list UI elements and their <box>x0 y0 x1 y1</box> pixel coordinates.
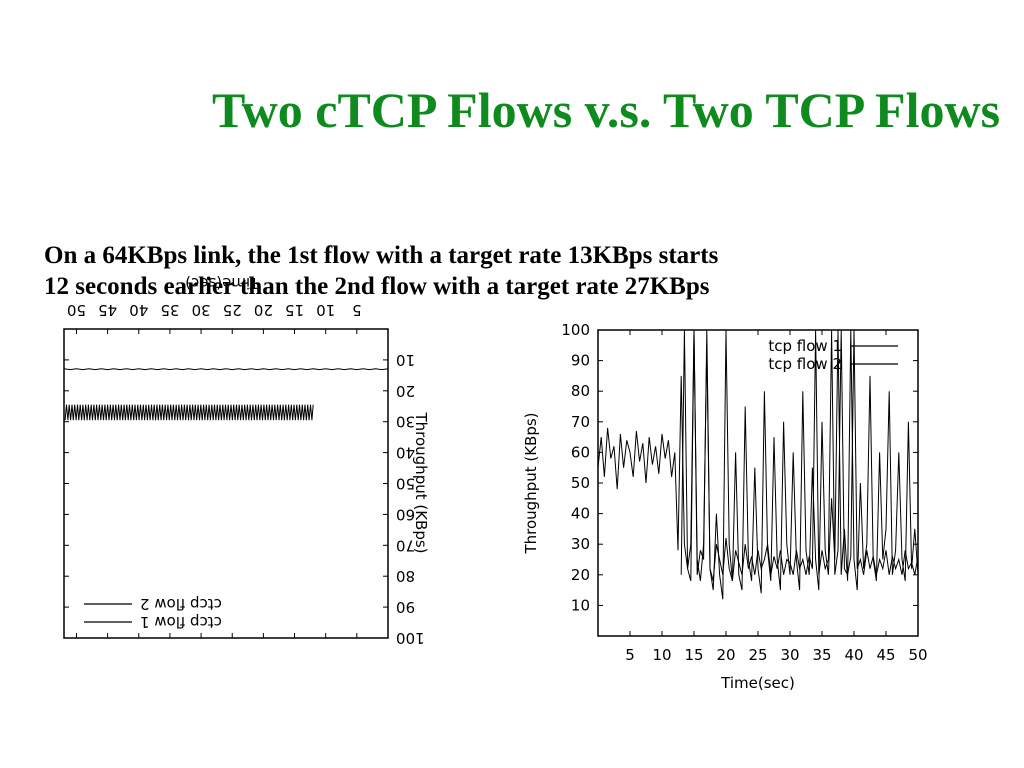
right-ytick-label: 10 <box>571 596 590 614</box>
subtitle-line-2: 12 seconds earlier than the 2nd flow wit… <box>44 273 710 300</box>
left-legend-label: ctcp flow 1 <box>140 613 222 631</box>
left-axis-ticks: 5 10 15 20 25 30 35 40 45 50 10 20 30 40 50 60 70 80 90 100 <box>64 301 425 647</box>
right-ytick-label: 50 <box>571 474 590 492</box>
slide-title: Two cTCP Flows v.s. Two TCP Flows <box>212 82 1001 138</box>
left-ytick-label: 90 <box>396 598 415 616</box>
right-xtick-label: 25 <box>748 646 767 664</box>
right-xtick-label: 10 <box>652 646 671 664</box>
right-ytick-label: 60 <box>571 443 590 461</box>
right-x-axis-label: Time(sec) <box>720 674 795 692</box>
right-xtick-label: 30 <box>780 646 799 664</box>
left-xtick-label: 50 <box>67 301 86 319</box>
left-series-group <box>63 368 389 421</box>
right-series-group <box>597 329 919 600</box>
left-series-2-line <box>64 404 314 421</box>
right-axis-ticks: 5 10 15 20 25 30 35 40 45 50 10 20 30 40 50 60 70 80 90 100 <box>561 321 927 664</box>
left-series-1-line <box>63 368 389 371</box>
right-ytick-label: 70 <box>571 413 590 431</box>
left-xtick-label: 30 <box>192 301 211 319</box>
left-ytick-label: 40 <box>396 444 415 462</box>
left-xtick-label: 35 <box>160 301 179 319</box>
left-xtick-label: 15 <box>285 301 304 319</box>
subtitle-line-1: On a 64KBps link, the 1st flow with a ta… <box>44 242 719 269</box>
left-y-axis-label: Throughput (KBps) <box>412 411 430 553</box>
left-xtick-label: 25 <box>223 301 242 319</box>
left-x-axis-label: Time(sec) <box>185 274 260 292</box>
right-xtick-label: 5 <box>625 646 635 664</box>
right-y-axis-label: Throughput (KBps) <box>522 412 540 554</box>
left-xtick-label: 20 <box>254 301 273 319</box>
left-ytick-label: 30 <box>396 413 415 431</box>
right-xtick-label: 45 <box>876 646 895 664</box>
right-legend-label: tcp flow 1 <box>768 337 842 355</box>
left-xtick-label: 5 <box>352 301 362 319</box>
right-xtick-label: 20 <box>716 646 735 664</box>
left-xtick-label: 45 <box>98 301 117 319</box>
left-ytick-label: 20 <box>396 382 415 400</box>
left-ytick-label: 70 <box>396 536 415 554</box>
left-ytick-label: 80 <box>396 567 415 585</box>
right-xtick-label: 15 <box>684 646 703 664</box>
left-ytick-label: 10 <box>396 351 415 369</box>
left-ytick-label: 60 <box>396 505 415 523</box>
right-xtick-label: 40 <box>844 646 863 664</box>
right-legend-label: tcp flow 2 <box>768 355 842 373</box>
slide-subtitle: On a 64KBps link, the 1st flow with a ta… <box>44 240 718 302</box>
left-legend-label: ctcp flow 2 <box>140 595 222 613</box>
right-ytick-label: 90 <box>571 352 590 370</box>
left-ytick-label: 100 <box>396 629 425 647</box>
right-ytick-label: 30 <box>571 535 590 553</box>
right-series-2-line <box>680 329 919 582</box>
right-ytick-label: 40 <box>571 505 590 523</box>
right-xtick-label: 50 <box>908 646 927 664</box>
left-ytick-label: 50 <box>396 475 415 493</box>
right-xtick-label: 35 <box>812 646 831 664</box>
right-series-1-line <box>597 329 919 600</box>
right-ytick-label: 20 <box>571 566 590 584</box>
right-ytick-label: 80 <box>571 382 590 400</box>
right-ytick-label: 100 <box>561 321 590 339</box>
left-xtick-label: 10 <box>316 301 335 319</box>
left-xtick-label: 40 <box>129 301 148 319</box>
